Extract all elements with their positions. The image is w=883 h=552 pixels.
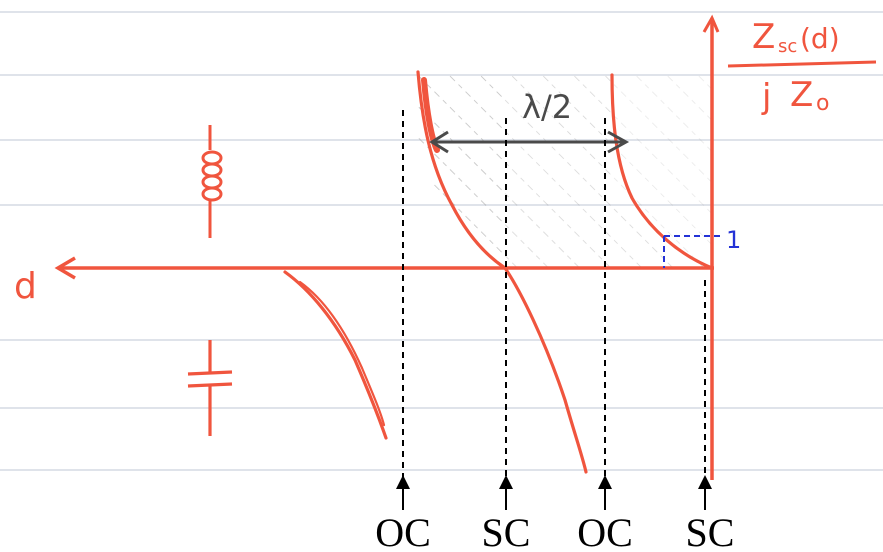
- inductor-symbol: [201, 125, 223, 238]
- marker-lines: [402, 110, 706, 490]
- title-denominator-z: Z: [790, 75, 813, 115]
- marker-labels: OC SC OC SC: [375, 510, 734, 552]
- marker-arrows: [396, 475, 712, 510]
- half-wavelength-arrow: [429, 130, 630, 154]
- marker-label-oc-2: OC: [577, 510, 633, 552]
- marker-label-oc-1: OC: [375, 510, 431, 552]
- d-axis: [54, 256, 714, 280]
- paper-background: [0, 11, 883, 471]
- curve-branch-2: [610, 73, 714, 270]
- slope-indicator: [663, 235, 720, 268]
- title-denominator-sub: o: [816, 91, 829, 116]
- marker-label-sc-1: SC: [482, 510, 531, 552]
- half-wavelength-label: λ/2: [522, 88, 572, 126]
- title-numerator-z: Z: [752, 17, 775, 57]
- curve-branch-3: [283, 270, 388, 440]
- title-fraction: Z sc (d) j Z o: [727, 17, 877, 117]
- d-axis-label: d: [14, 266, 37, 307]
- reactance-curves: [283, 70, 714, 474]
- hatched-regions: [418, 75, 712, 268]
- title-numerator-sub: sc: [778, 36, 797, 57]
- curve-branch-1: [416, 70, 588, 474]
- title-numerator-arg: (d): [800, 22, 840, 55]
- vertical-axis: [702, 14, 720, 480]
- marker-label-sc-2: SC: [686, 510, 735, 552]
- slope-label: 1: [726, 226, 741, 254]
- title-denominator-j: j: [761, 77, 771, 117]
- capacitor-symbol: [187, 340, 233, 436]
